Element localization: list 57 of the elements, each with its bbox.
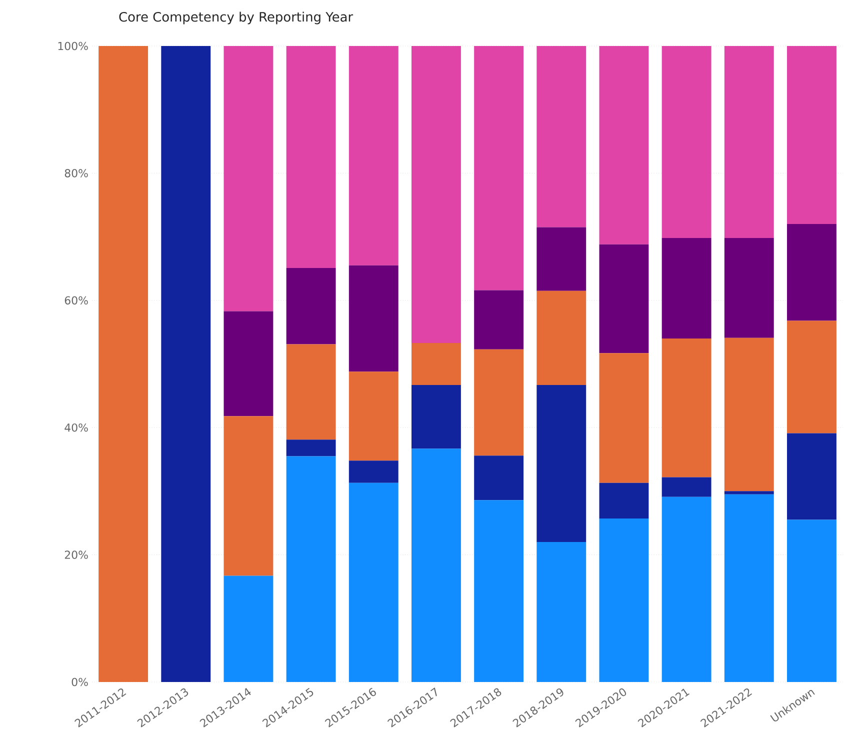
bar	[286, 344, 336, 440]
bar	[787, 520, 836, 682]
y-tick-label: 60%	[64, 296, 88, 305]
bar	[787, 433, 836, 520]
bar	[599, 353, 649, 483]
bar	[662, 46, 712, 238]
bar	[474, 290, 524, 350]
bar	[474, 456, 524, 500]
bar	[599, 244, 649, 354]
bar	[662, 477, 712, 497]
bar	[724, 494, 774, 682]
chart-title: Core Competency by Reporting Year	[119, 12, 354, 24]
bar	[536, 46, 586, 228]
bar	[787, 320, 836, 434]
bar	[536, 290, 586, 385]
bar	[411, 448, 461, 682]
bar	[411, 342, 461, 385]
bar	[724, 238, 774, 338]
y-tick-label: 20%	[64, 550, 88, 559]
bar	[348, 46, 398, 266]
bar	[474, 46, 524, 290]
y-tick-label: 100%	[58, 42, 88, 50]
bar	[536, 227, 586, 291]
bar	[536, 542, 586, 682]
bar	[224, 311, 274, 416]
bar	[787, 46, 836, 224]
bar	[474, 349, 524, 456]
bar	[662, 496, 712, 682]
bar	[599, 518, 649, 682]
bar	[224, 576, 274, 682]
bar	[724, 46, 774, 238]
bar	[161, 46, 211, 682]
bar	[98, 46, 148, 682]
bar	[599, 482, 649, 519]
bar	[348, 460, 398, 483]
bar	[348, 372, 398, 461]
bar	[724, 491, 774, 494]
bar	[724, 338, 774, 492]
bar	[286, 456, 336, 682]
bar	[286, 440, 336, 456]
y-tick-label: 80%	[64, 169, 88, 178]
bar	[411, 46, 461, 343]
bar	[348, 482, 398, 682]
bar	[536, 384, 586, 542]
bar	[474, 500, 524, 682]
bar	[662, 238, 712, 339]
bar	[662, 338, 712, 478]
bar	[411, 384, 461, 449]
bar	[599, 46, 649, 244]
bar	[787, 224, 836, 321]
bar	[286, 46, 336, 268]
bar	[224, 46, 274, 312]
bar	[348, 265, 398, 372]
bar	[224, 416, 274, 576]
y-tick-label: 40%	[64, 423, 88, 432]
bar	[286, 268, 336, 344]
y-tick-label: 0%	[72, 678, 88, 686]
